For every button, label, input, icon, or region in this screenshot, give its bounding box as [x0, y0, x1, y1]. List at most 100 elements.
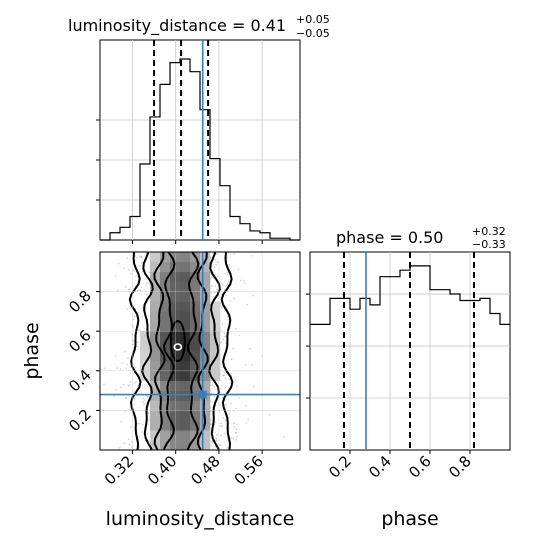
- density-cell: [160, 430, 171, 441]
- scatter-point: [228, 413, 231, 415]
- tick-label-phase-x: 0.4: [365, 452, 395, 482]
- density-cell: [150, 351, 161, 362]
- scatter-point: [143, 399, 146, 402]
- title-phase-upper: +0.32: [472, 225, 506, 238]
- scatter-point: [216, 261, 219, 264]
- scatter-point: [212, 252, 214, 255]
- density-cell: [180, 301, 191, 312]
- scatter-point: [215, 263, 218, 266]
- scatter-point: [145, 282, 148, 285]
- scatter-point: [123, 442, 125, 445]
- scatter-point: [244, 282, 246, 284]
- density-cell: [140, 351, 151, 362]
- density-cell: [180, 400, 191, 411]
- density-cell: [210, 311, 221, 322]
- scatter-point: [235, 439, 238, 441]
- density-cell: [200, 281, 211, 292]
- scatter-point: [130, 426, 132, 428]
- scatter-point: [228, 264, 231, 266]
- scatter-point: [221, 397, 224, 399]
- scatter-point: [226, 446, 229, 449]
- scatter-point: [135, 256, 138, 259]
- density-cell: [190, 390, 201, 401]
- density-cell: [190, 281, 201, 292]
- density-cell: [180, 311, 191, 322]
- scatter-point: [129, 380, 132, 383]
- density-cell: [160, 291, 171, 302]
- scatter-point: [127, 269, 130, 271]
- scatter-point: [224, 377, 227, 380]
- scatter-point: [226, 315, 229, 318]
- contour-line: [220, 252, 234, 450]
- tick-label-phase-x: 0.8: [445, 452, 475, 482]
- contour-line: [173, 343, 183, 351]
- tick-label-phase-y: 0.8: [65, 287, 95, 317]
- scatter-point: [211, 440, 214, 442]
- scatter-point: [142, 397, 145, 400]
- scatter-point: [144, 384, 147, 386]
- scatter-point: [142, 401, 144, 404]
- scatter-point: [229, 382, 232, 384]
- density-cell: [200, 301, 211, 312]
- scatter-point: [268, 413, 271, 416]
- scatter-point: [224, 387, 227, 389]
- xlabel-luminosity-distance: luminosity_distance: [106, 508, 295, 530]
- scatter-point: [251, 254, 254, 257]
- scatter-point: [113, 395, 115, 398]
- scatter-point: [216, 433, 218, 436]
- scatter-point: [146, 293, 148, 296]
- ylabel-phase: phase: [21, 322, 43, 379]
- density-cell: [180, 410, 191, 421]
- scatter-point: [234, 379, 237, 382]
- density-cell: [140, 370, 151, 381]
- scatter-point: [137, 372, 140, 375]
- tick-label-luminosity-distance: 0.40: [144, 452, 180, 488]
- scatter-point: [222, 374, 224, 377]
- density-cell: [180, 351, 191, 362]
- scatter-point: [144, 402, 147, 405]
- scatter-point: [236, 436, 238, 438]
- density-cell: [210, 341, 221, 352]
- density-cell: [190, 380, 201, 391]
- histogram-step-phase: [310, 265, 510, 325]
- panel-2d-density: 0.32 0.40 0.48 0.56 0.2 0.4 0.6 0.8: [65, 251, 301, 488]
- scatter-point: [141, 431, 144, 433]
- scatter-point: [222, 338, 225, 341]
- density-cell: [200, 370, 211, 381]
- scatter-point: [230, 358, 233, 361]
- density-cell: [160, 341, 171, 352]
- scatter-point: [141, 256, 143, 258]
- density-cell: [160, 410, 171, 421]
- density-cell: [170, 311, 181, 322]
- density-cell: [170, 360, 181, 372]
- scatter-point: [139, 289, 142, 292]
- density-cell: [180, 271, 191, 282]
- density-cell: [200, 291, 211, 302]
- density-cell: [180, 430, 191, 441]
- contour-line: [153, 252, 166, 450]
- tick-label-luminosity-distance: 0.32: [101, 452, 137, 488]
- scatter-point: [225, 294, 227, 297]
- density-cell: [200, 430, 211, 441]
- scatter-point: [132, 318, 135, 321]
- scatter-point: [141, 261, 144, 264]
- density-cell: [180, 420, 191, 431]
- contour-line: [162, 252, 176, 450]
- scatter-point: [233, 422, 236, 425]
- scatter-point: [133, 382, 136, 384]
- density-cell: [170, 321, 181, 332]
- scatter-point: [123, 350, 126, 353]
- scatter-point: [213, 385, 216, 388]
- scatter-point: [252, 294, 254, 297]
- scatter-point: [214, 285, 217, 287]
- density-cell: [200, 252, 211, 263]
- scatter-point: [237, 268, 240, 271]
- density-cell: [150, 301, 161, 312]
- scatter-point: [214, 259, 217, 261]
- scatter-point: [216, 288, 219, 291]
- scatter-point: [138, 264, 141, 267]
- scatter-point: [90, 402, 92, 404]
- xlabel-phase: phase: [381, 508, 438, 530]
- scatter-point: [221, 282, 224, 285]
- density-cell: [170, 301, 181, 312]
